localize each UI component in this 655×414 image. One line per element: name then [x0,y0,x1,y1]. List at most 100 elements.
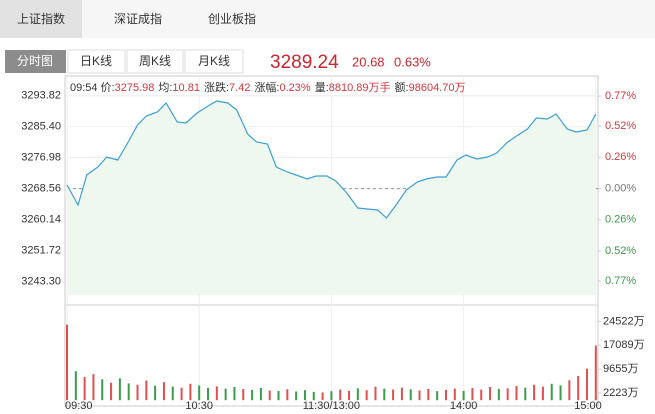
x-tick-label: 09:30 [65,400,93,412]
area-fill [67,101,596,295]
tab[interactable]: 创业板指 [208,11,256,26]
x-tick-label: 11:30/13:00 [303,400,360,412]
price: 3289.24 [270,52,339,73]
y2-tick-label: 0.77% [605,90,636,102]
info-value: 3275.98 [115,82,155,94]
volume-bar [339,389,342,401]
tab[interactable]: 深证成指 [114,11,162,26]
info-line: 09:54 价:3275.98 均:10.81 涨跌:7.42 涨幅:0.23% 量:88… [70,80,465,94]
volume-bar [550,383,553,401]
volume-bar [154,385,157,401]
y-tick-label: 3293.82 [21,90,61,102]
volume-bar [224,388,227,401]
volume-bar [127,383,130,401]
volume-bar [506,388,509,401]
volume-bar [171,386,174,401]
info-label: 均: [158,81,172,94]
x-tick-label: 14:00 [450,400,478,412]
y-tick-label: 3285.40 [21,121,61,133]
y2-tick-label: 0.26% [605,151,636,163]
volume-bar [180,387,183,401]
volume-bar [198,385,201,401]
volume-bar [233,387,236,401]
volume-bar [312,391,315,401]
volume-bar [348,390,351,401]
chart-tab[interactable]: 月K线 [198,54,230,68]
x-tick-label: 15:00 [574,400,602,412]
volume-bar [83,377,86,401]
volume-bar [66,324,68,401]
volume-bar [568,380,571,401]
volume-bar [400,387,403,401]
volume-bar [215,386,218,401]
info-value: 98604.70万 [409,82,466,94]
volume-bar [242,388,245,401]
y2-tick-label: 0.00% [605,182,636,194]
volume-bar [321,392,324,401]
info-value: 8810.89万手 [329,80,391,94]
volume-bar [471,387,474,401]
info-time: 09:54 [70,82,98,94]
y-tick-label: 17089万 [603,339,645,351]
tab-active-bg [0,0,82,38]
volume-bar [453,388,456,401]
volume-bar [462,390,465,401]
volume-bar [286,389,289,401]
info-value: 10.81 [172,82,200,94]
volume-bar [101,379,104,401]
y-tick-label: 2223万 [603,387,638,399]
info-label: 量: [315,81,329,94]
chart-tab-bg [126,49,184,74]
chart-tab[interactable]: 日K线 [80,54,112,68]
volume-bar [330,391,333,401]
y2-tick-label: 0.77% [605,275,636,287]
volume-bar [489,387,492,401]
volume-bar [418,390,421,401]
volume-bar [480,389,483,401]
info-label: 涨跌: [204,80,229,94]
y-tick-label: 9655万 [603,363,638,375]
volume-bar [427,388,430,401]
volume-bar [259,387,262,401]
volume-bar [577,376,580,401]
volume-bar [383,388,386,401]
y-tick-label: 3260.14 [21,213,61,225]
volume-bar [436,391,439,401]
volume-bar [585,368,588,401]
volume-bar [365,390,368,401]
volume-bar [303,390,306,401]
chart-tab[interactable]: 周K线 [139,54,171,68]
tab-bar [0,0,655,38]
change-pct: 0.63% [394,54,431,69]
info-value: 7.42 [229,82,250,94]
volume-bar [392,389,395,401]
volume-bar [162,382,165,401]
volume-bar [515,386,518,401]
volume-bar [409,389,412,401]
chart-tab-bg [184,49,244,74]
y-tick-label: 3243.30 [21,275,61,287]
volume-bar [559,385,562,401]
y-tick-label: 24522万 [603,315,645,327]
info-value: 0.23% [280,82,311,94]
volume-bar [524,387,527,401]
change: 20.68 [352,54,385,69]
y-tick-label: 3268.56 [21,182,61,194]
chart-tab[interactable]: 分时图 [17,54,53,68]
info-label: 涨幅: [254,81,279,94]
volume-bar [92,374,95,401]
volume-bar [444,389,447,401]
chart-tab-bg [67,49,126,74]
volume-bar [533,384,536,401]
y2-tick-label: 0.52% [605,245,636,257]
volume-bar [251,389,254,401]
tab[interactable]: 上证指数 [17,11,65,26]
y2-tick-label: 0.52% [605,120,636,132]
y-tick-label: 3276.98 [21,152,61,164]
volume-bar [295,391,298,401]
volume-bar [497,388,500,401]
volume-bar [74,371,77,401]
volume-bar [268,390,271,401]
